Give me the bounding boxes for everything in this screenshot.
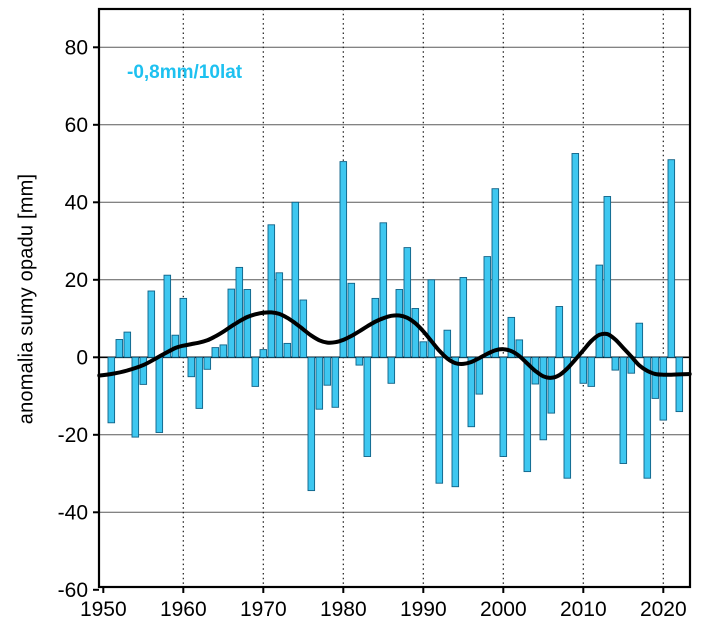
trend-rate-annotation: -0,8mm/10lat	[127, 62, 243, 83]
bar-1984	[371, 297, 380, 358]
bar-2003	[523, 356, 532, 473]
bar-1968	[243, 289, 252, 358]
x-tick-label-1960: 1960	[160, 598, 207, 621]
bar-1998	[483, 256, 492, 358]
bar-1995	[459, 277, 468, 358]
bar-2007	[555, 306, 564, 358]
x-tick-label-1990: 1990	[400, 598, 447, 621]
bar-1962	[195, 356, 204, 409]
y-tick-label-20: 20	[65, 269, 88, 292]
bar-1987	[395, 289, 404, 358]
bar-2015	[619, 356, 628, 464]
bar-2005	[539, 356, 548, 441]
x-tick-label-2020: 2020	[640, 598, 687, 621]
bar-2012	[595, 264, 604, 358]
bar-1988	[403, 247, 412, 358]
bar-1967	[235, 266, 244, 358]
bar-2013	[603, 196, 612, 358]
y-tick-label--20: -20	[58, 424, 88, 447]
x-tick-label-2010: 2010	[560, 598, 607, 621]
plot-border	[97, 7, 692, 589]
y-axis-title: anomalia sumy opadu [mm]	[15, 173, 38, 425]
y-tick-label--40: -40	[58, 501, 88, 524]
bar-1970	[259, 349, 268, 358]
bar-1993	[443, 329, 452, 358]
bar-1955	[139, 356, 148, 385]
x-tick-label-1970: 1970	[240, 598, 287, 621]
y-tick-label-80: 80	[65, 36, 88, 59]
bar-1979	[331, 356, 340, 408]
bar-1980	[339, 161, 348, 358]
bar-1969	[251, 356, 260, 387]
bar-1974	[291, 201, 300, 358]
bar-1990	[419, 341, 428, 358]
bar-1978	[323, 356, 332, 386]
bar-2011	[587, 356, 596, 387]
x-tick-label-2000: 2000	[480, 598, 527, 621]
bar-2009	[571, 153, 580, 358]
y-tick-label-40: 40	[65, 191, 88, 214]
trend-line	[97, 310, 692, 380]
bar-2000	[499, 356, 508, 457]
bar-1952	[115, 339, 124, 358]
bar-1989	[411, 308, 420, 358]
bar-1997	[475, 356, 484, 395]
bar-1981	[347, 282, 356, 358]
bar-2010	[579, 356, 588, 384]
bar-1957	[155, 356, 164, 433]
bar-1973	[283, 342, 292, 358]
bar-2019	[651, 356, 660, 399]
bar-2022	[675, 356, 684, 413]
bar-1986	[387, 356, 396, 384]
bar-1953	[123, 331, 132, 358]
y-tick-label--60: -60	[58, 579, 88, 602]
bar-1991	[427, 279, 436, 358]
x-tick-label-1950: 1950	[80, 598, 127, 621]
bar-2014	[611, 356, 620, 371]
bar-1964	[211, 347, 220, 358]
bar-2006	[547, 356, 556, 414]
bar-1982	[355, 356, 364, 366]
bar-1996	[467, 356, 476, 428]
bar-1992	[435, 356, 444, 484]
x-tick-label-1980: 1980	[320, 598, 367, 621]
bar-1961	[187, 356, 196, 378]
bar-1976	[307, 356, 316, 492]
bar-1963	[203, 356, 212, 370]
bar-1999	[491, 188, 500, 358]
bar-2018	[643, 356, 652, 479]
bar-1954	[131, 356, 140, 438]
bar-2020	[659, 356, 668, 421]
y-tick-label-0: 0	[76, 346, 88, 369]
bar-2001	[507, 316, 516, 358]
bar-2021	[667, 159, 676, 358]
bar-1958	[163, 274, 172, 358]
bar-1951	[107, 356, 116, 424]
bar-1956	[147, 290, 156, 358]
bar-1960	[179, 297, 188, 358]
y-tick-label-60: 60	[65, 114, 88, 137]
bar-1985	[379, 222, 388, 358]
bar-1965	[219, 344, 228, 358]
bar-1983	[363, 356, 372, 457]
bar-1994	[451, 356, 460, 488]
bar-2017	[635, 322, 644, 358]
bar-1977	[315, 356, 324, 410]
bar-1971	[267, 224, 276, 358]
bar-2008	[563, 356, 572, 479]
